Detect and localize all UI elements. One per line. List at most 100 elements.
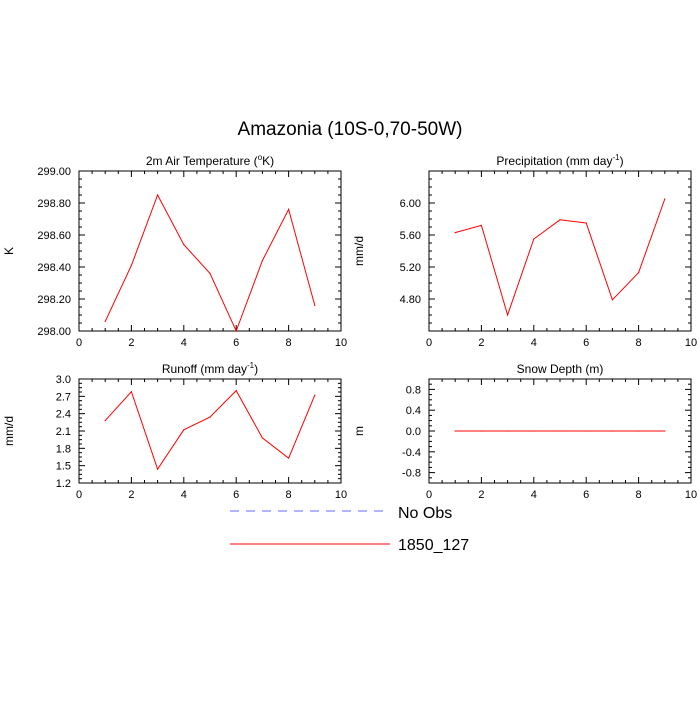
y-tick-label: 1.5 [56,461,71,473]
data-point [104,320,106,322]
data-point [183,429,185,431]
x-tick-label: 10 [685,337,697,349]
data-point [533,238,535,240]
y-axis-label: m [352,426,366,436]
x-tick-label: 8 [286,337,292,349]
y-axis-label: mm/d [2,416,16,446]
x-tick-label: 6 [233,489,239,501]
y-tick-label: 2.4 [56,409,71,421]
series-line-1850-127 [104,193,316,333]
data-point [314,304,316,306]
data-point [454,430,456,432]
data-point [638,430,640,432]
y-tick-label: 5.60 [400,230,421,242]
data-point [664,430,666,432]
y-tick-label: 298.60 [37,230,71,242]
y-tick-label: 298.80 [37,198,71,210]
data-point [104,420,106,422]
x-tick-label: 4 [181,337,187,349]
x-tick-label: 6 [583,337,589,349]
data-point [130,391,132,393]
panel-title: Runoff (mm day-1) [162,361,258,376]
x-tick-label: 2 [478,489,484,501]
data-point [261,437,263,439]
legend-label-no-obs: No Obs [398,505,452,522]
data-point [183,244,185,246]
legend-label-1850-127: 1850_127 [398,537,469,554]
figure-title: Amazonia (10S-0,70-50W) [238,119,463,140]
y-tick-label: 0.4 [406,405,421,417]
data-point [507,314,509,316]
data-point [480,224,482,226]
x-tick-label: 2 [478,337,484,349]
data-point [209,272,211,274]
data-point [559,430,561,432]
panel-title: Snow Depth (m) [517,362,604,376]
x-tick-label: 0 [426,489,432,501]
y-tick-label: 5.20 [400,262,421,274]
x-tick-label: 4 [181,489,187,501]
x-tick-label: 4 [531,337,537,349]
data-point [288,457,290,459]
x-tick-label: 8 [636,337,642,349]
x-tick-label: 0 [426,337,432,349]
y-tick-label: 1.8 [56,443,71,455]
y-tick-label: 298.20 [37,294,71,306]
x-tick-label: 10 [335,337,347,349]
x-tick-label: 10 [685,489,697,501]
data-point [585,222,587,224]
data-point [585,430,587,432]
y-tick-label: 298.40 [37,262,71,274]
y-tick-label: 2.1 [56,426,71,438]
chart-panel-4: Snow Depth (m) m 0 2 4 6 8 10 -0.8 -0.4 0.0 0.4 0.8 [352,362,697,501]
data-point [664,198,666,200]
data-point [507,430,509,432]
y-tick-label: 6.00 [400,198,421,210]
x-tick-label: 2 [128,337,134,349]
plot-frame [78,170,342,332]
data-point [533,430,535,432]
y-tick-label: 0.0 [406,426,421,438]
data-point [638,272,640,274]
data-point [157,194,159,196]
data-point [611,430,614,432]
data-point [480,430,482,432]
x-tick-label: 6 [583,489,589,501]
data-point [130,264,132,266]
data-point [235,389,237,392]
data-point [288,208,290,210]
plot-frame [428,170,692,332]
panel-title: Precipitation (mm day-1) [496,153,623,168]
panels: 2m Air Temperature (oK) K 0 2 4 6 8 10 298.00 298… [2,153,697,501]
y-tick-label: 0.8 [406,384,421,396]
y-tick-label: 4.80 [400,294,421,306]
y-axis-label: K [2,247,16,255]
x-tick-label: 2 [128,489,134,501]
data-point [559,219,561,221]
x-tick-label: 4 [531,489,537,501]
data-point [314,394,316,396]
y-axis-label: mm/d [352,236,366,266]
data-point [157,468,159,470]
y-tick-label: 2.7 [56,391,71,403]
data-point [611,299,614,301]
x-tick-label: 8 [286,489,292,501]
x-tick-label: 6 [233,337,239,349]
chart-panel-2: Precipitation (mm day-1) mm/d 0 2 4 6 8 10 4.80 5… [352,153,697,349]
x-tick-label: 8 [636,489,642,501]
y-tick-label: 1.2 [56,478,71,490]
y-tick-label: -0.4 [402,447,421,459]
x-tick-label: 0 [76,337,82,349]
panel-title: 2m Air Temperature (oK) [146,153,274,168]
series-line-1850-127 [104,389,316,471]
legend: No Obs 1850_127 [230,505,469,554]
chart-panel-1: 2m Air Temperature (oK) K 0 2 4 6 8 10 298.00 298… [2,153,347,349]
series-line-1850-127 [455,198,666,317]
chart-panel-3: Runoff (mm day-1) mm/d 0 2 4 6 8 10 1.2 1.5 1.8 2.1… [2,361,347,501]
y-tick-label: 298.00 [37,326,71,338]
data-point [209,416,211,418]
data-point [235,330,237,332]
y-tick-label: 3.0 [56,374,71,386]
plot-frame [78,378,342,484]
